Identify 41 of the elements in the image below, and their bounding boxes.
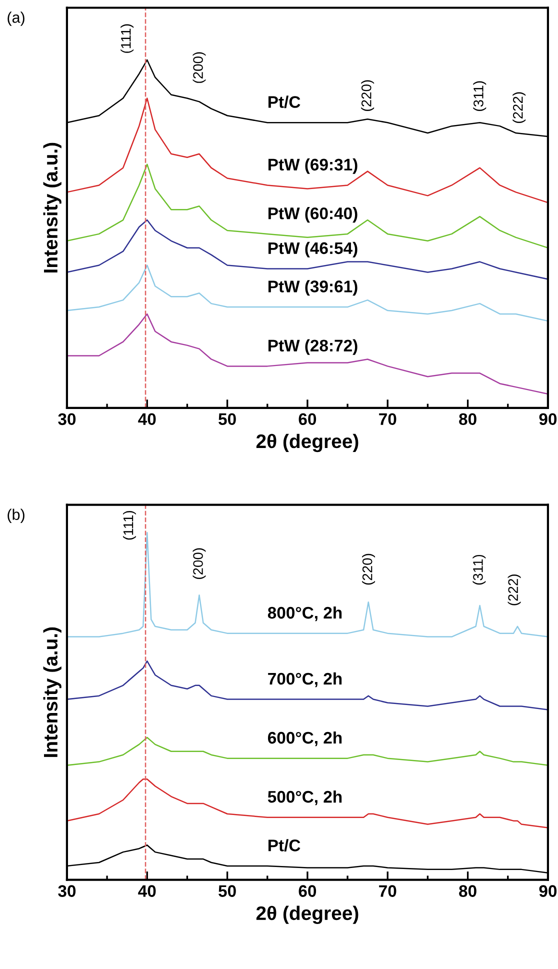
chart-title: (a) <box>8 12 24 26</box>
series-label: 500°C, 2h <box>268 790 342 806</box>
series-label: PtW (69:31) <box>268 158 358 174</box>
annotation: (311) <box>473 81 486 111</box>
x-axis-title: 2θ (degree) <box>256 906 358 924</box>
annotation: (200) <box>192 548 206 579</box>
x-tick-label: 50 <box>218 885 236 897</box>
x-tick-label: 70 <box>379 885 396 897</box>
series-label: 600°C, 2h <box>268 731 342 746</box>
annotation: (220) <box>362 554 376 585</box>
annotation: (200) <box>192 52 206 83</box>
series-label: 800°C, 2h <box>268 606 342 622</box>
x-axis-title: 2θ (degree) <box>256 434 358 452</box>
annotation: (222) <box>512 92 526 123</box>
x-tick-label: 40 <box>138 885 156 897</box>
y-axis-title: Intensity (a.u.) <box>43 627 62 757</box>
annotation: (111) <box>123 510 136 540</box>
series-label: PtW (39:61) <box>268 280 358 296</box>
x-tick-label: 70 <box>379 413 396 426</box>
x-tick-label: 80 <box>459 885 476 897</box>
series-label: Pt/C <box>268 839 300 852</box>
x-tick-label: 30 <box>58 413 76 426</box>
y-axis-title: Intensity (a.u.) <box>43 142 62 272</box>
series-label: PtW (46:54) <box>268 242 358 258</box>
series-label: PtW (60:40) <box>268 207 358 223</box>
annotation: (222) <box>508 574 521 606</box>
x-tick-label: 40 <box>138 413 156 426</box>
x-tick-label: 60 <box>298 413 316 426</box>
x-tick-label: 90 <box>539 885 557 897</box>
x-tick-label: 90 <box>539 413 557 426</box>
series-label: 700°C, 2h <box>268 672 342 688</box>
annotation: (220) <box>361 80 374 111</box>
text: (111) <box>120 24 134 53</box>
x-tick-label: 80 <box>459 413 476 426</box>
chart-title: (b) <box>8 508 24 523</box>
x-tick-label: 60 <box>298 885 316 897</box>
x-tick-label: 30 <box>58 885 76 897</box>
series-label: PtW (28:72) <box>268 339 358 355</box>
annotation: (311) <box>472 554 486 585</box>
x-tick-label: 50 <box>218 413 236 426</box>
series-label: Pt/C <box>268 96 300 108</box>
